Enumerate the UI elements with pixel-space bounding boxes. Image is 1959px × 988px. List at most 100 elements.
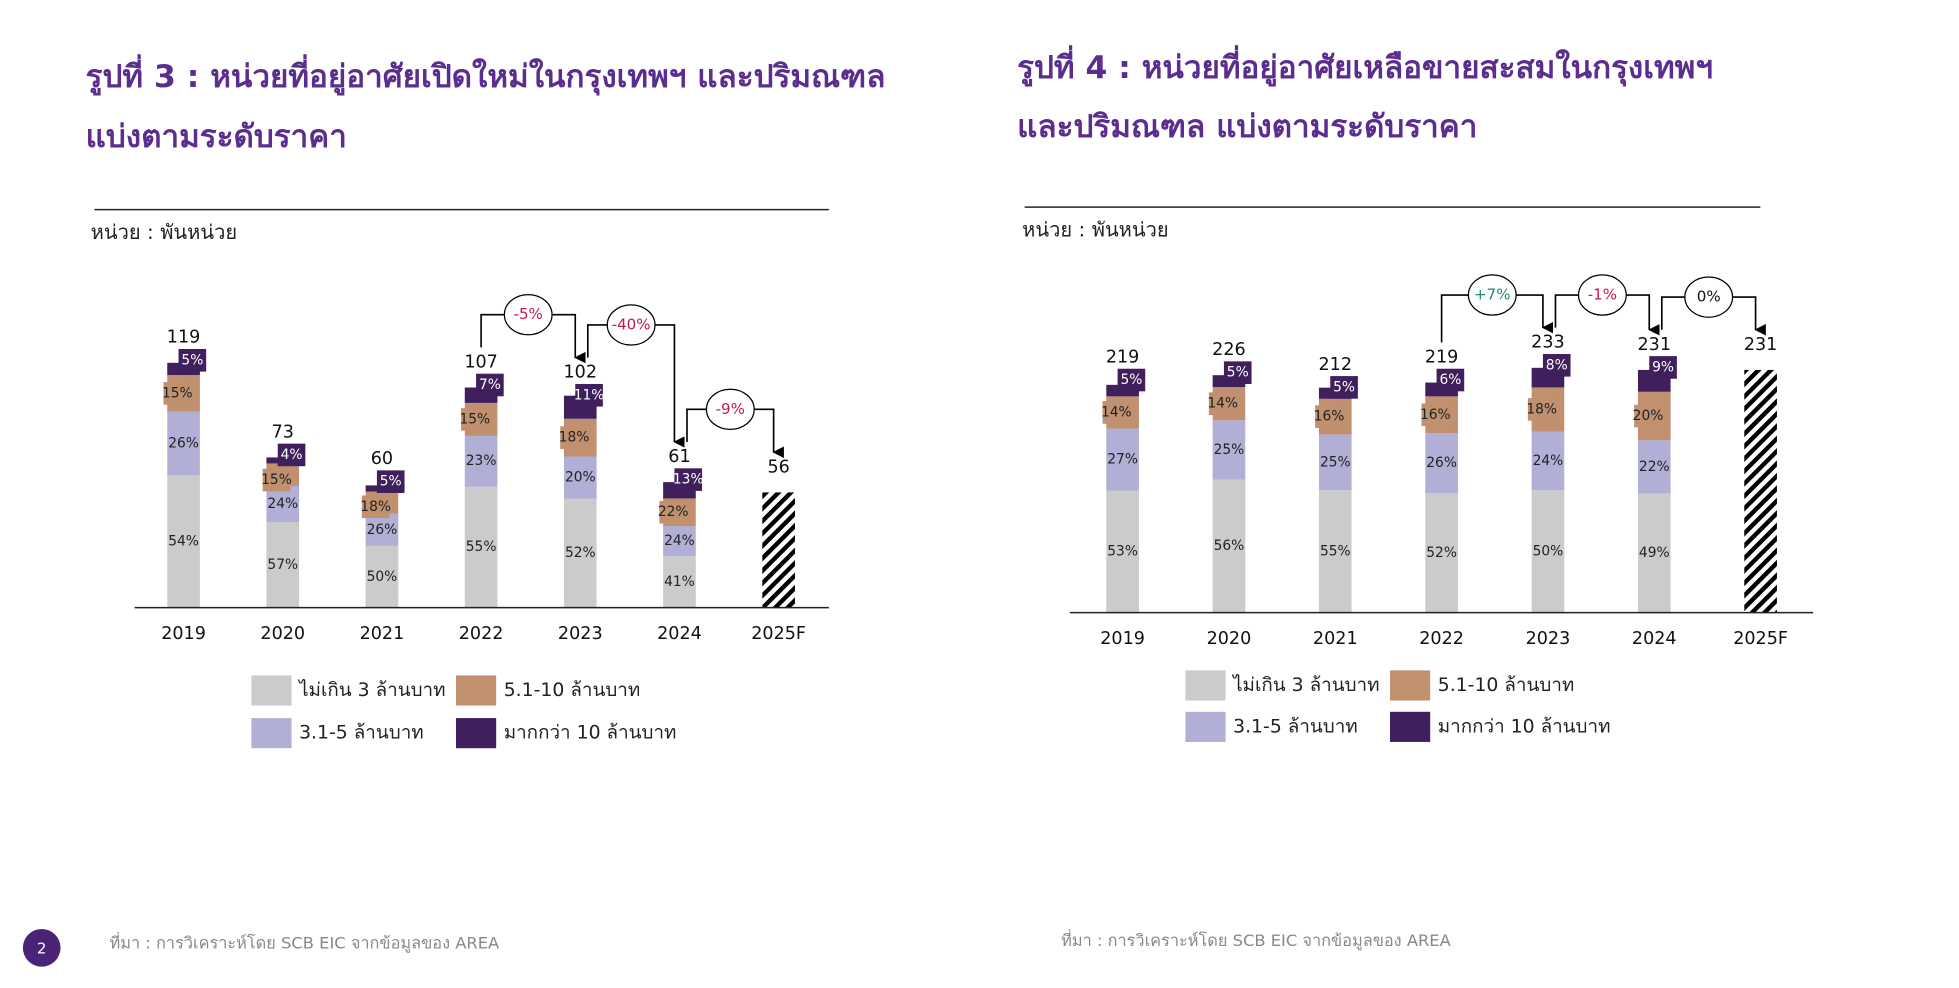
- label-box: [376, 470, 405, 493]
- total-label: 233: [1531, 333, 1565, 353]
- data-label: 13%: [673, 472, 704, 488]
- x-tick-label: 2024: [1632, 629, 1677, 649]
- bar-segment: [365, 545, 399, 608]
- data-label: 50%: [1533, 543, 1564, 559]
- bar-segment: [1425, 492, 1458, 613]
- x-tick-label: 2025F: [751, 624, 806, 644]
- label-box: [277, 443, 306, 467]
- label-box: [1315, 405, 1343, 428]
- label-box: [659, 500, 687, 524]
- data-label: 26%: [367, 522, 398, 538]
- data-label: 26%: [168, 436, 199, 452]
- bar-segment: [464, 435, 498, 487]
- total-label: 107: [464, 352, 498, 372]
- data-label: 15%: [261, 472, 292, 488]
- x-tick-label: 2024: [657, 624, 702, 644]
- bar-segment: [1212, 420, 1246, 480]
- x-tick-label: 2021: [1313, 629, 1358, 649]
- legend-swatch: [1390, 670, 1431, 701]
- data-label: 22%: [658, 504, 689, 520]
- label-box: [560, 426, 588, 449]
- data-label: 18%: [1526, 401, 1557, 417]
- change-label: -9%: [716, 400, 745, 418]
- data-label: 27%: [1107, 452, 1138, 468]
- bar-segment: [1637, 440, 1671, 494]
- total-label: 226: [1212, 340, 1246, 360]
- source-note: ที่มา : การวิเคราะห์โดย SCB EIC จากข้อมู…: [1061, 929, 1452, 951]
- bar-segment: [266, 485, 300, 523]
- data-label: 14%: [1101, 404, 1132, 420]
- data-label: 18%: [360, 499, 391, 515]
- data-label: 16%: [1314, 409, 1345, 425]
- data-label: 50%: [367, 569, 398, 585]
- x-tick-label: 2019: [161, 624, 206, 644]
- label-box: [674, 468, 703, 491]
- bar-segment: [464, 486, 498, 608]
- chart-title: แบ่งตามระดับราคา: [86, 119, 347, 155]
- data-label: 16%: [1420, 407, 1451, 423]
- bar-segment: [167, 411, 200, 476]
- data-label: 9%: [1652, 359, 1674, 375]
- label-box: [1117, 368, 1146, 392]
- bar-segment: [1425, 433, 1458, 493]
- data-label: 7%: [479, 377, 501, 393]
- label-box: [1223, 361, 1252, 384]
- legend-swatch: [251, 675, 292, 706]
- data-label: 15%: [459, 411, 490, 427]
- total-label: 219: [1106, 347, 1140, 367]
- data-label: 24%: [1533, 453, 1564, 469]
- data-label: 8%: [1546, 357, 1568, 373]
- forecast-bar: [762, 492, 795, 608]
- legend-swatch: [251, 718, 292, 749]
- total-label: 73: [272, 422, 294, 442]
- bar-segment: [1106, 490, 1139, 613]
- data-label: 22%: [1639, 459, 1670, 475]
- data-label: 53%: [1107, 544, 1138, 560]
- change-badge: [1577, 274, 1627, 316]
- data-label: 5%: [1333, 379, 1355, 395]
- data-label: 5%: [181, 352, 203, 368]
- data-label: 24%: [664, 533, 695, 549]
- change-label: -5%: [514, 305, 543, 323]
- label-box: [1542, 354, 1571, 377]
- total-label: 231: [1638, 335, 1672, 355]
- data-label: 25%: [1214, 442, 1245, 458]
- data-label: 5%: [1120, 372, 1142, 388]
- data-label: 5%: [380, 474, 402, 490]
- data-label: 15%: [162, 385, 193, 401]
- bar-segment: [563, 498, 597, 608]
- bar-segment: [167, 475, 200, 608]
- data-label: 14%: [1207, 396, 1238, 412]
- change-label: 0%: [1697, 288, 1721, 306]
- x-tick-label: 2019: [1100, 629, 1145, 649]
- label-box: [361, 495, 390, 519]
- data-label: 57%: [267, 557, 298, 573]
- data-label: 52%: [565, 545, 596, 561]
- label-box: [1102, 401, 1131, 424]
- total-label: 212: [1319, 355, 1353, 375]
- legend-swatch: [1185, 670, 1226, 701]
- label-box: [461, 408, 489, 431]
- legend-label: 3.1-5 ล้านบาท: [299, 723, 424, 744]
- data-label: 41%: [664, 574, 695, 590]
- change-badge: [606, 304, 656, 346]
- x-tick-label: 2022: [1419, 629, 1464, 649]
- label-box: [575, 383, 603, 407]
- label-box: [1527, 398, 1556, 421]
- bar-segment: [1212, 479, 1246, 613]
- legend-swatch: [1390, 711, 1431, 742]
- data-label: 49%: [1639, 545, 1670, 561]
- page-badge: [22, 928, 61, 967]
- bar-segment: [1531, 490, 1565, 613]
- unit-label: หน่วย : พันหน่วย: [91, 220, 238, 244]
- legend-swatch: [1185, 711, 1226, 742]
- total-label: 56: [767, 457, 789, 477]
- label-box: [1421, 403, 1450, 427]
- data-label: 52%: [1426, 545, 1457, 561]
- legend-label: ไม่เกิน 3 ล้านบาท: [1231, 674, 1379, 696]
- label-box: [1208, 392, 1237, 415]
- legend-label: 5.1-10 ล้านบาท: [1438, 675, 1575, 696]
- total-label: 119: [167, 328, 201, 348]
- data-label: 55%: [466, 539, 497, 555]
- data-label: 18%: [559, 430, 590, 446]
